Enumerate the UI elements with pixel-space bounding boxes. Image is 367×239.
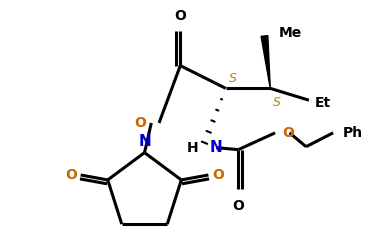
Text: O: O xyxy=(174,9,186,23)
Text: N: N xyxy=(209,140,222,155)
Text: S: S xyxy=(229,72,237,85)
Text: O: O xyxy=(282,126,294,140)
Text: S: S xyxy=(273,96,281,109)
Text: Me: Me xyxy=(279,26,302,40)
Text: O: O xyxy=(134,116,146,130)
Polygon shape xyxy=(261,36,270,88)
Text: O: O xyxy=(232,199,244,213)
Text: O: O xyxy=(65,168,77,182)
Text: H: H xyxy=(187,141,199,155)
Text: Ph: Ph xyxy=(343,126,363,140)
Text: Et: Et xyxy=(315,96,331,110)
Text: O: O xyxy=(212,168,224,182)
Text: N: N xyxy=(138,134,151,149)
